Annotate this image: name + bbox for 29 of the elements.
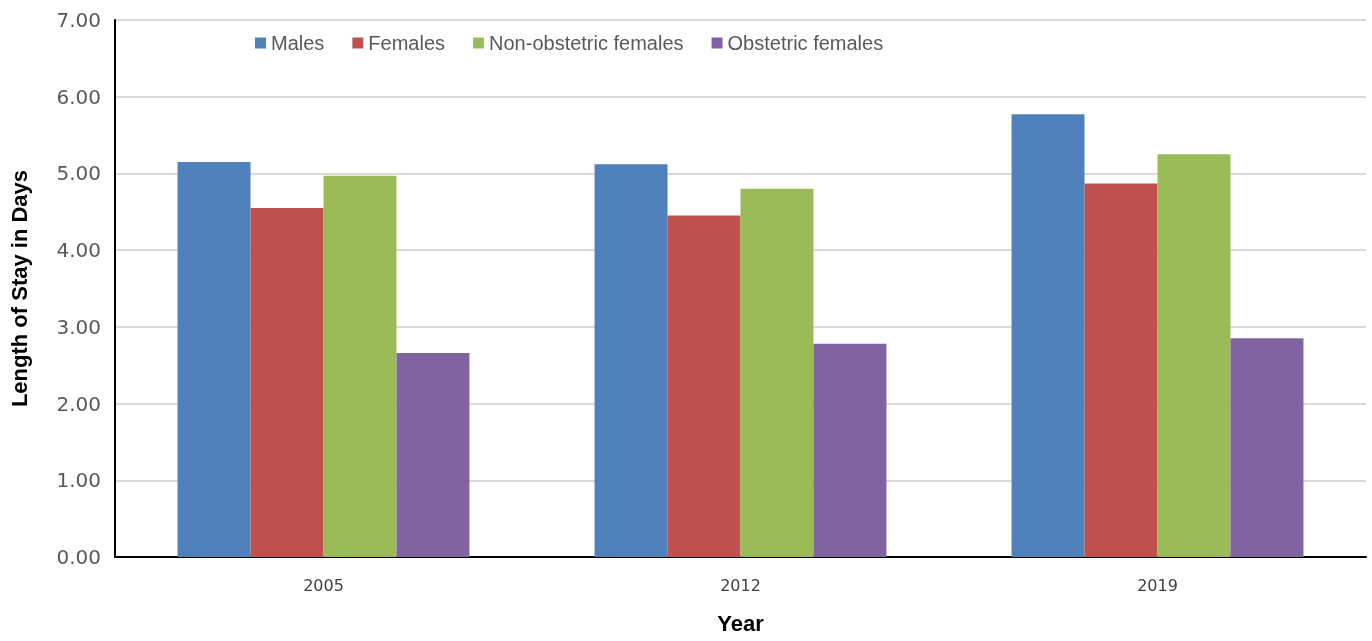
y-tick-label: 1.00: [56, 468, 101, 493]
y-axis-title: Length of Stay in Days: [6, 169, 32, 408]
bar: [323, 175, 397, 557]
y-tick-label: 0.00: [56, 545, 101, 569]
legend-label: Females: [368, 32, 446, 54]
y-tick-label: 5.00: [56, 161, 101, 186]
x-tick-label: 2012: [720, 575, 761, 595]
bar: [594, 164, 668, 557]
y-tick-label: 7.00: [56, 8, 101, 32]
y-tick-label: 3.00: [56, 314, 101, 339]
x-tick-label: 2019: [1137, 575, 1178, 595]
bar: [1157, 154, 1231, 557]
y-tick-label: 2.00: [56, 391, 101, 416]
bar: [177, 161, 251, 557]
legend-label: Non-obstetric females: [489, 32, 684, 54]
bar: [1084, 183, 1158, 557]
bar: [1011, 114, 1085, 557]
bar: [396, 352, 470, 557]
bar: [740, 188, 814, 557]
bar: [667, 215, 741, 557]
y-tick-label: 6.00: [56, 84, 101, 109]
bar: [250, 207, 324, 557]
x-tick-label: 2005: [303, 575, 344, 595]
bar: [1230, 338, 1304, 557]
legend-label: Obstetric females: [727, 32, 884, 54]
x-axis-title: Year: [717, 610, 765, 636]
bar: [813, 343, 887, 557]
legend-label: Males: [271, 32, 325, 54]
y-tick-label: 4.00: [56, 238, 101, 263]
